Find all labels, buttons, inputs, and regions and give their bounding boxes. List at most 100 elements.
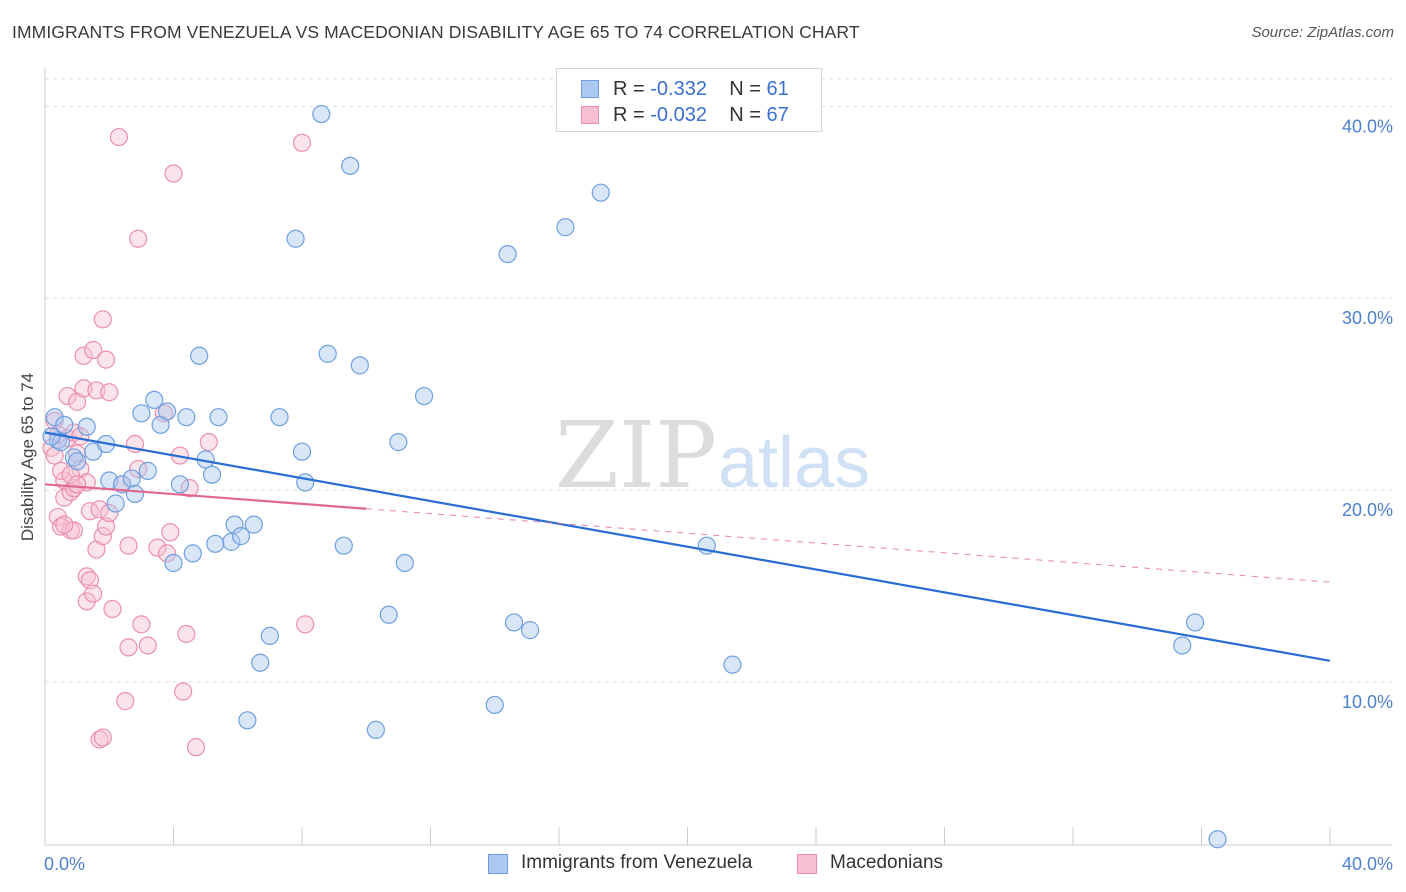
- x-tick-label: 40.0%: [1342, 854, 1393, 874]
- venezuela-point: [1173, 636, 1192, 655]
- x-tick-label: 0.0%: [44, 854, 85, 874]
- y-axis-label: Disability Age 65 to 74: [18, 373, 37, 541]
- venezuela-point: [190, 346, 209, 365]
- bottom-legend-label: Immigrants from Venezuela: [521, 852, 753, 873]
- chart-title: IMMIGRANTS FROM VENEZUELA VS MACEDONIAN …: [12, 22, 860, 42]
- macedonians-point: [119, 536, 138, 555]
- venezuela-point: [206, 534, 225, 553]
- macedonians-point: [109, 127, 128, 147]
- legend-r-label: R =: [613, 104, 645, 126]
- macedonians-point: [148, 538, 167, 557]
- macedonians-point: [74, 346, 93, 365]
- venezuela-point: [177, 408, 196, 427]
- venezuela-point: [138, 461, 157, 480]
- macedonians-point: [68, 475, 87, 494]
- venezuela-point: [106, 494, 125, 513]
- legend-row-macedonians: R = -0.032 N = 67: [557, 101, 821, 127]
- venezuela-point: [157, 402, 177, 421]
- macedonians-point: [199, 433, 218, 452]
- macedonians-point: [164, 164, 183, 183]
- macedonians-point: [96, 517, 116, 536]
- macedonians-point: [186, 738, 206, 757]
- venezuela-point: [125, 484, 145, 504]
- bottom-legend-label: Macedonians: [830, 852, 944, 873]
- venezuela-point: [45, 408, 64, 427]
- venezuela-point: [389, 433, 408, 452]
- venezuela-point: [170, 475, 190, 494]
- macedonians-trendline-solid: [44, 483, 367, 510]
- gridlines: [45, 78, 1392, 683]
- macedonians-point: [129, 229, 148, 248]
- venezuela-point: [51, 433, 71, 452]
- venezuela-point: [395, 553, 414, 573]
- venezuela-point: [68, 452, 87, 471]
- legend-r-label: R =: [613, 78, 645, 100]
- macedonians-point: [161, 523, 180, 542]
- macedonians-point: [132, 615, 151, 634]
- legend-swatch-blue: [581, 80, 599, 98]
- venezuela-point: [112, 475, 132, 494]
- legend-n-value: 67: [766, 104, 789, 126]
- venezuela-point: [292, 442, 312, 461]
- venezuela-point: [520, 621, 540, 640]
- venezuela-point: [238, 711, 257, 730]
- venezuela-point: [77, 417, 96, 436]
- venezuela-point: [1208, 830, 1227, 849]
- venezuela-point: [260, 626, 279, 645]
- y-tick-label: 10.0%: [1342, 692, 1393, 712]
- watermark-zip: ZIP: [555, 402, 717, 509]
- venezuela-point: [379, 605, 398, 624]
- venezuela-point: [209, 408, 228, 427]
- macedonians-point: [80, 571, 100, 590]
- macedonians-point: [154, 404, 173, 423]
- macedonians-point: [103, 599, 122, 619]
- macedonians-point: [96, 350, 116, 369]
- legend-n-value: 61: [766, 78, 789, 100]
- y-tick-label: 40.0%: [1342, 116, 1393, 136]
- macedonians-point: [51, 461, 71, 480]
- venezuela-point: [334, 536, 353, 555]
- watermark-atlas: atlas: [718, 423, 870, 503]
- venezuela-point: [556, 218, 575, 237]
- legend-swatch-pink: [581, 106, 599, 124]
- macedonians-point: [296, 615, 315, 634]
- stats-legend: R = -0.332 N = 61 R = -0.032 N = 67: [556, 68, 822, 132]
- venezuela-point: [202, 465, 222, 484]
- macedonians-point: [138, 636, 157, 655]
- venezuela-point: [231, 527, 251, 546]
- venezuela-point: [145, 390, 164, 410]
- venezuela-point: [42, 427, 61, 446]
- macedonians-point: [45, 411, 64, 431]
- macedonians-point: [55, 515, 74, 534]
- y-tick-label: 30.0%: [1342, 308, 1393, 328]
- venezuela-point: [723, 655, 742, 674]
- watermark: ZIP atlas: [555, 402, 870, 509]
- venezuela-point: [350, 356, 369, 375]
- macedonians-point: [180, 479, 199, 498]
- venezuela-point: [341, 156, 360, 175]
- macedonians-point: [58, 386, 77, 406]
- bottom-legend-swatch-blue: [488, 854, 508, 874]
- y-tick-label: 20.0%: [1342, 500, 1393, 520]
- venezuela-point: [1185, 613, 1205, 632]
- venezuela-point: [55, 415, 74, 434]
- trendlines: [44, 431, 1331, 662]
- macedonians-point: [174, 682, 193, 701]
- macedonians-point: [93, 728, 112, 747]
- source-label: Source: ZipAtlas.com: [1251, 24, 1394, 41]
- macedonians-point: [93, 527, 112, 546]
- venezuela-point: [498, 244, 517, 264]
- venezuela-trendline: [44, 431, 1331, 662]
- bottom-legend-swatch-pink: [797, 854, 817, 874]
- macedonians-point: [90, 500, 109, 519]
- macedonians-point: [292, 133, 312, 152]
- venezuela-point: [225, 515, 244, 534]
- macedonians-point: [119, 638, 138, 657]
- macedonians-point: [93, 310, 112, 329]
- macedonians-points: [42, 127, 315, 757]
- venezuela-point: [485, 695, 504, 715]
- macedonians-point: [177, 624, 196, 644]
- legend-r-value: -0.032: [650, 104, 707, 126]
- legend-r-value: -0.332: [650, 78, 707, 100]
